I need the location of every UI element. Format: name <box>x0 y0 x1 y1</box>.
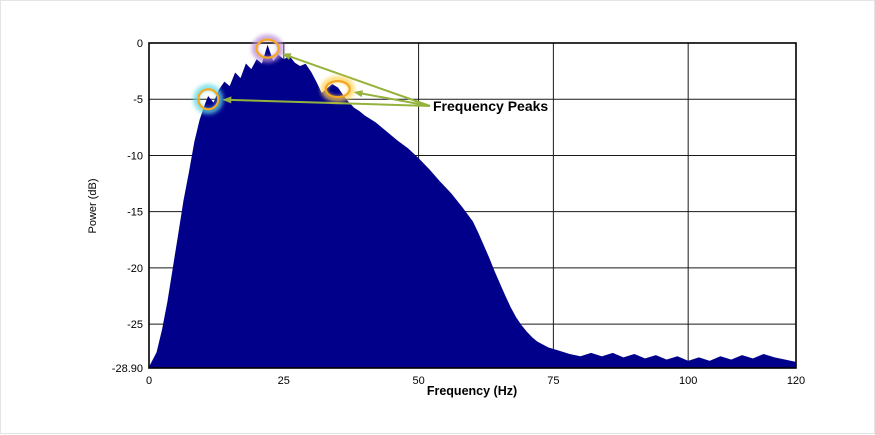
x-tick-label: 75 <box>547 375 559 387</box>
y-tick-label: 0 <box>137 38 143 50</box>
peak-glow-ring <box>193 84 224 114</box>
y-tick-label: -20 <box>127 263 143 275</box>
peak-arrow-line <box>229 98 431 107</box>
y-tick-label: -15 <box>127 207 143 219</box>
x-tick-label: 25 <box>278 375 290 387</box>
y-tick-label: -25 <box>127 319 143 331</box>
peak-glow-ring <box>320 76 355 102</box>
y-axis-label: Power (dB) <box>87 178 99 233</box>
x-tick-label: 50 <box>412 375 424 387</box>
x-tick-label: 100 <box>679 375 697 387</box>
peak-glow-ring <box>251 34 284 63</box>
y-tick-label: -28.90 <box>112 363 143 375</box>
peak-arrow-line <box>288 55 431 107</box>
peak-arrow-head <box>281 53 292 60</box>
axes-box <box>148 42 797 369</box>
peak-arrow-line <box>360 92 431 107</box>
x-axis-label: Frequency (Hz) <box>427 384 517 398</box>
x-tick-label: 120 <box>787 375 805 387</box>
axes-box-group <box>148 42 797 369</box>
peak-highlight-ring <box>324 80 351 99</box>
spectrum-area-group <box>148 44 797 369</box>
x-tick-label: 0 <box>146 375 152 387</box>
peak-arrow-head <box>222 96 232 104</box>
peak-arrow-head <box>353 90 363 98</box>
tick-labels-group: 0 25 50 75 100 120 0 -5 -10 -15 -20 -25 -28.90 <box>112 38 805 387</box>
annotation-group <box>193 34 431 114</box>
peak-highlight-ring <box>197 88 220 111</box>
spectrum-area <box>148 44 797 369</box>
y-tick-label: -10 <box>127 150 143 162</box>
peak-highlight-ring <box>255 38 280 59</box>
frequency-peaks-label: Frequency Peaks <box>433 98 548 114</box>
y-tick-label: -5 <box>133 94 143 106</box>
